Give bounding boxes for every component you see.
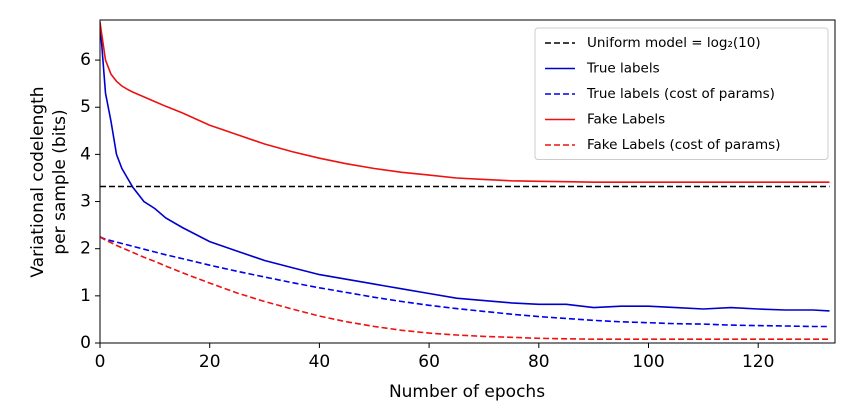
y-tick-label: 0 — [80, 333, 91, 353]
x-tick-label: 80 — [528, 352, 550, 372]
y-tick-label: 1 — [80, 286, 91, 306]
plot-frame — [99, 19, 836, 344]
y-tick-label: 5 — [80, 97, 91, 117]
legend-label: Fake Labels — [587, 112, 665, 128]
x-tick-label: 120 — [742, 352, 774, 372]
y-axis-label: Variational codelength — [28, 86, 48, 277]
y-tick-label: 3 — [80, 192, 91, 212]
series-line — [100, 22, 830, 312]
legend-box — [534, 27, 829, 160]
x-axis-label: Number of epochs — [389, 382, 545, 402]
x-tick-label: 0 — [95, 352, 106, 372]
y-tick-label: 4 — [80, 144, 91, 164]
y-axis-label: per sample (bits) — [50, 109, 70, 254]
legend-label: Fake Labels (cost of params) — [587, 137, 780, 153]
legend-label: Uniform model = log₂(10) — [587, 35, 761, 51]
series-line — [100, 236, 830, 328]
legend: Uniform model = log₂(10) True labels True … — [534, 27, 829, 160]
x-tick-label: 60 — [418, 352, 440, 372]
x-tick-label: 20 — [199, 352, 221, 372]
x-tick-label: 100 — [632, 352, 664, 372]
x-tick-label: 40 — [309, 352, 331, 372]
legend-label: True labels (cost of params) — [586, 86, 775, 102]
series-line — [100, 236, 830, 340]
y-tick-label: 6 — [80, 50, 91, 70]
series-line — [100, 22, 830, 183]
legend-label: True labels — [586, 61, 660, 77]
y-tick-label: 2 — [80, 239, 91, 259]
